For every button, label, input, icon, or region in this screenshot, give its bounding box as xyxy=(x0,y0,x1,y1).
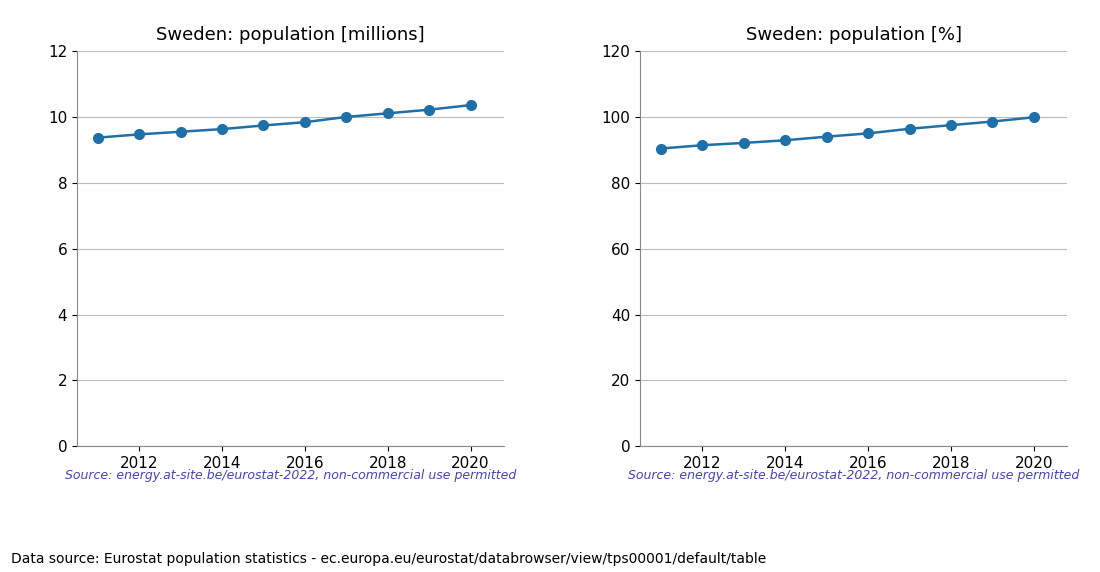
Text: Source: energy.at-site.be/eurostat-2022, non-commercial use permitted: Source: energy.at-site.be/eurostat-2022,… xyxy=(628,469,1079,482)
Text: Data source: Eurostat population statistics - ec.europa.eu/eurostat/databrowser/: Data source: Eurostat population statist… xyxy=(11,553,767,566)
Text: Source: energy.at-site.be/eurostat-2022, non-commercial use permitted: Source: energy.at-site.be/eurostat-2022,… xyxy=(65,469,516,482)
Title: Sweden: population [millions]: Sweden: population [millions] xyxy=(156,26,425,45)
Title: Sweden: population [%]: Sweden: population [%] xyxy=(746,26,961,45)
